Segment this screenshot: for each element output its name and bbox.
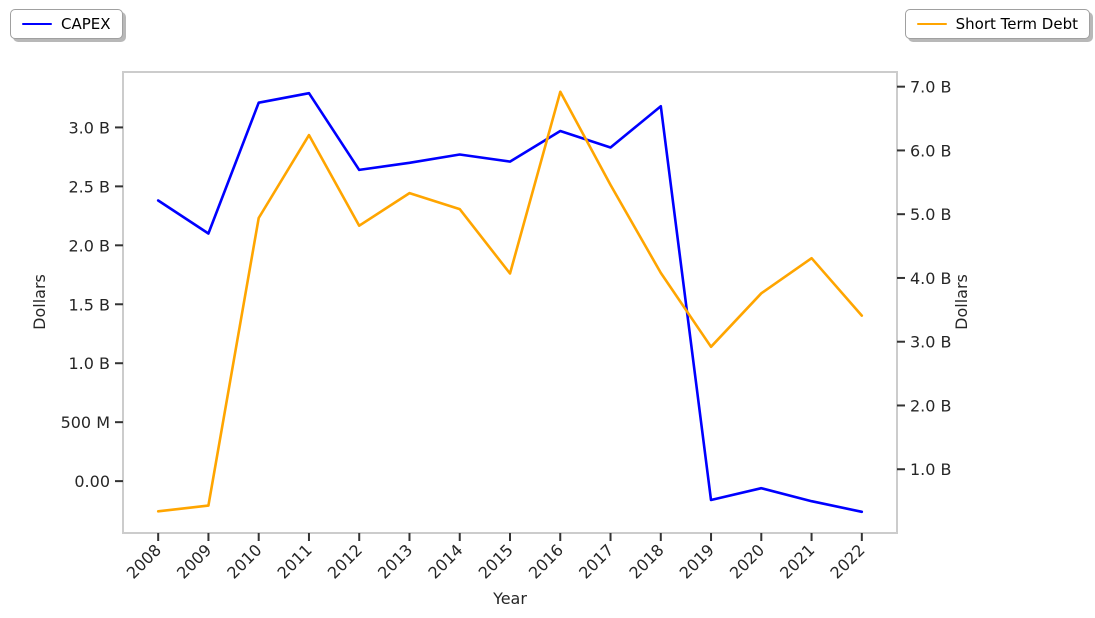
y-right-tick-label: 2.0 B — [910, 396, 952, 415]
y-left-tick-label: 2.5 B — [68, 177, 110, 196]
x-tick-label: 2015 — [475, 540, 517, 582]
y-axis-right-title: Dollars — [952, 274, 971, 330]
x-tick-label: 2009 — [173, 540, 215, 582]
legend-capex-label: CAPEX — [61, 15, 111, 33]
y-left-tick-label: 500 M — [61, 413, 110, 432]
y-left-tick-label: 3.0 B — [68, 118, 110, 137]
x-tick-label: 2008 — [123, 540, 165, 582]
short-term-debt-line-swatch — [916, 22, 947, 26]
plot-border — [122, 71, 898, 534]
legend-capex[interactable]: CAPEX — [10, 9, 123, 39]
x-tick-label: 2020 — [726, 540, 768, 582]
legend-short-term-debt[interactable]: Short Term Debt — [904, 9, 1090, 39]
y-right-tick-label: 7.0 B — [910, 78, 952, 97]
y-axis-left: 0.00 500 M 1.0 B 1.5 B 2.0 B 2.5 B 3.0 B — [61, 118, 123, 491]
y-left-tick-label: 0.00 — [74, 472, 110, 491]
y-right-tick-label: 6.0 B — [910, 141, 952, 160]
capex-line-swatch — [22, 22, 52, 26]
y-axis-right: 1.0 B 2.0 B 3.0 B 4.0 B 5.0 B 6.0 B 7.0 B — [897, 78, 952, 479]
y-right-tick-label: 4.0 B — [910, 269, 952, 288]
y-left-tick-label: 1.5 B — [68, 295, 110, 314]
x-tick-label: 2018 — [625, 540, 667, 582]
x-tick-label: 2017 — [575, 540, 617, 582]
y-axis-left-title: Dollars — [30, 274, 49, 330]
x-tick-label: 2019 — [676, 540, 718, 582]
x-tick-label: 2016 — [525, 540, 567, 582]
y-right-tick-label: 1.0 B — [910, 460, 952, 479]
x-tick-label: 2012 — [324, 540, 366, 582]
x-tick-label: 2014 — [424, 540, 466, 582]
x-tick-label: 2021 — [776, 540, 818, 582]
y-right-tick-label: 3.0 B — [910, 333, 952, 352]
x-tick-label: 2010 — [223, 540, 265, 582]
y-left-tick-label: 1.0 B — [68, 354, 110, 373]
x-axis: 2008 2009 2010 2011 2012 2013 2014 2015 2016 2017… — [123, 533, 869, 583]
x-axis-title: Year — [492, 589, 527, 608]
y-right-tick-label: 5.0 B — [910, 205, 952, 224]
legend-short-term-debt-label: Short Term Debt — [955, 15, 1078, 33]
x-tick-label: 2013 — [374, 540, 416, 582]
y-left-tick-label: 2.0 B — [68, 236, 110, 255]
short-term-debt-line — [156, 90, 864, 513]
x-tick-label: 2011 — [274, 540, 316, 582]
x-tick-label: 2022 — [826, 540, 868, 582]
capex-line — [156, 91, 864, 514]
